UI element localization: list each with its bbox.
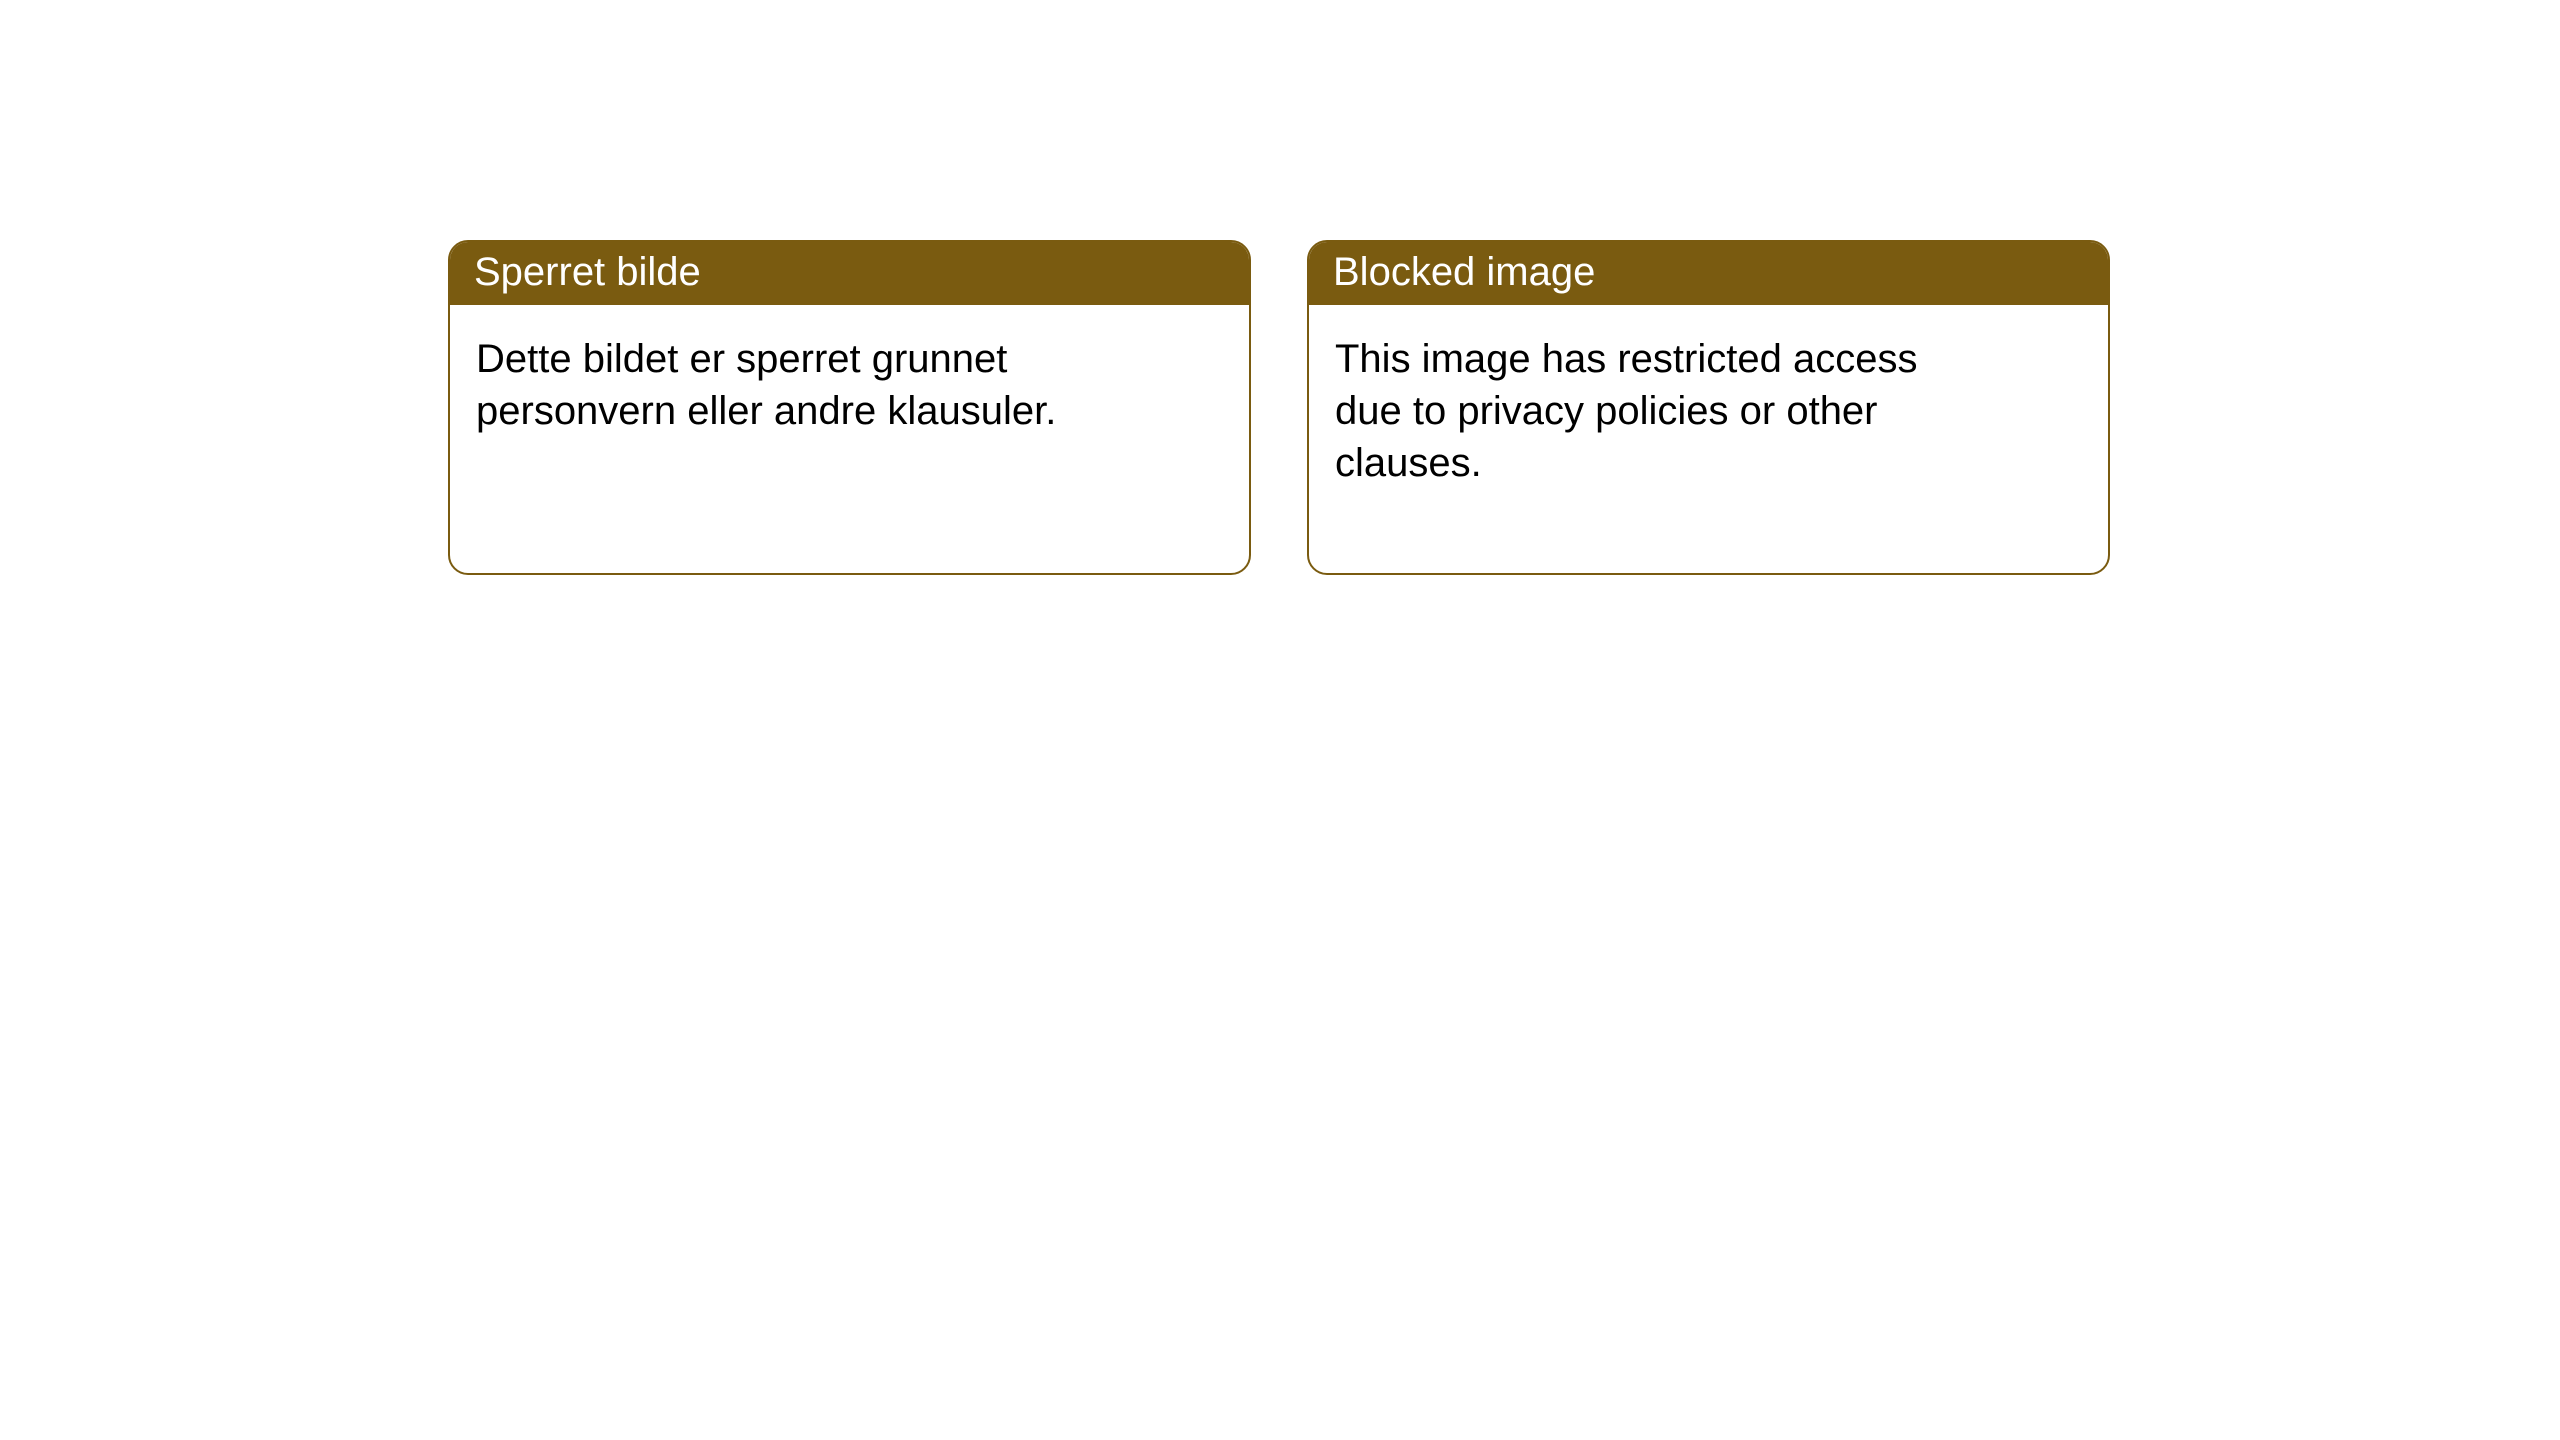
card-norwegian: Sperret bilde Dette bildet er sperret gr… <box>448 240 1251 575</box>
card-body-text: Dette bildet er sperret grunnet personve… <box>476 337 1056 433</box>
card-title: Sperret bilde <box>474 250 701 294</box>
card-body-text: This image has restricted access due to … <box>1335 337 1917 485</box>
card-title: Blocked image <box>1333 250 1595 294</box>
card-english: Blocked image This image has restricted … <box>1307 240 2110 575</box>
cards-container: Sperret bilde Dette bildet er sperret gr… <box>448 240 2112 575</box>
card-header: Blocked image <box>1309 242 2108 305</box>
card-body: This image has restricted access due to … <box>1309 305 1989 517</box>
card-body: Dette bildet er sperret grunnet personve… <box>450 305 1130 465</box>
card-header: Sperret bilde <box>450 242 1249 305</box>
